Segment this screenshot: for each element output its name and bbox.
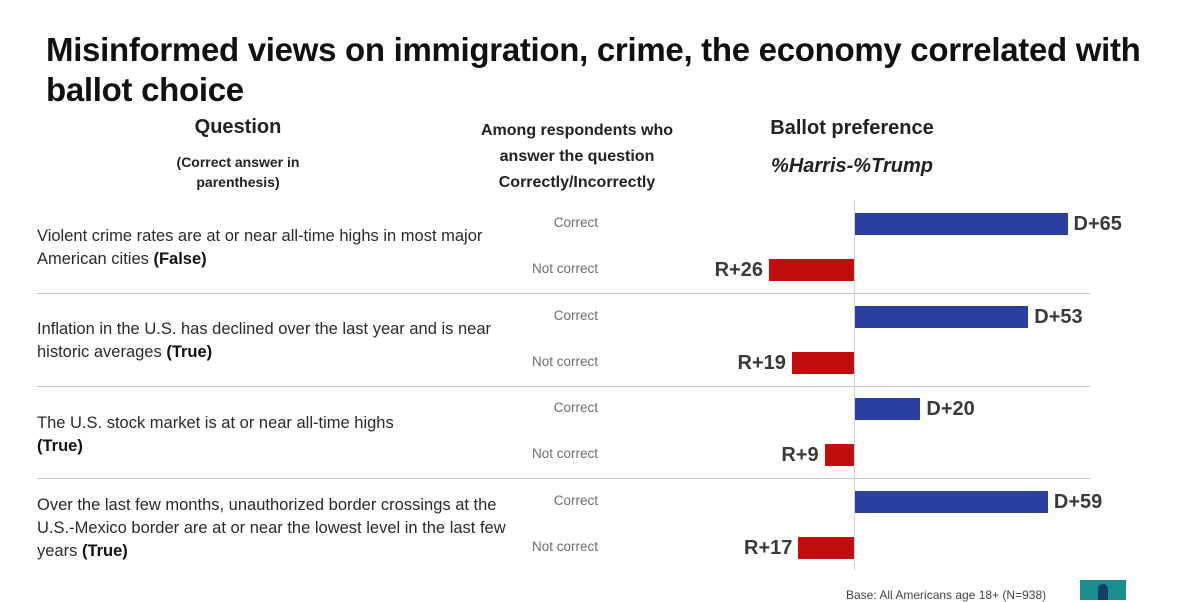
question-subheader-line2: parenthesis) xyxy=(196,174,280,190)
bar-q1-not-correct xyxy=(768,259,854,281)
question-2: Inflation in the U.S. has declined over … xyxy=(37,320,492,361)
chart-title: Misinformed views on immigration, crime,… xyxy=(46,31,1141,108)
answer-2: (True) xyxy=(166,343,213,361)
value-label-q3-not-correct: R+9 xyxy=(781,444,819,466)
respondents-header: Among respondents who answer the questio… xyxy=(460,118,694,196)
value-label-q4-not-correct: R+17 xyxy=(744,537,793,559)
response-label-not-correct: Not correct xyxy=(531,354,598,369)
bar-q1-correct xyxy=(855,213,1068,235)
value-label-q1-not-correct: R+26 xyxy=(714,259,763,281)
response-label-correct: Correct xyxy=(553,493,598,508)
respondents-header-line3: Correctly/Incorrectly xyxy=(498,174,656,191)
question-subheader: (Correct answer in parenthesis) xyxy=(148,152,328,192)
value-label-q4-correct: D+59 xyxy=(1053,491,1103,513)
metric-header: %Harris-%Trump xyxy=(771,155,933,177)
footnote: Base: All Americans age 18+ (N=938) xyxy=(846,588,1047,602)
response-label-correct: Correct xyxy=(553,400,598,415)
row-divider xyxy=(37,293,1090,294)
value-label-q1-correct: D+65 xyxy=(1073,213,1122,235)
value-label-q2-correct: D+53 xyxy=(1034,306,1083,328)
bar-q3-not-correct xyxy=(824,444,854,466)
response-label-not-correct: Not correct xyxy=(531,261,598,276)
brand-logo xyxy=(1080,580,1126,600)
question-3: The U.S. stock market is at or near all-… xyxy=(37,414,394,455)
question-subheader-line1: (Correct answer in xyxy=(176,154,300,170)
ballot-preference-header: Ballot preference xyxy=(770,117,934,139)
response-label-not-correct: Not correct xyxy=(531,446,598,461)
respondents-header-line1: Among respondents who xyxy=(481,122,673,139)
value-label-q3-correct: D+20 xyxy=(926,398,975,420)
row-divider xyxy=(37,386,1090,387)
answer-4: (True) xyxy=(81,542,128,560)
response-label-correct: Correct xyxy=(553,308,598,323)
respondents-header-line2: answer the question xyxy=(499,148,655,165)
bar-q2-not-correct xyxy=(791,352,854,374)
answer-3: (True) xyxy=(37,437,83,455)
row-divider xyxy=(37,478,1090,479)
question-header: Question xyxy=(194,116,282,138)
zero-axis-line xyxy=(854,200,855,570)
bar-q4-correct xyxy=(855,491,1048,513)
answer-1: (False) xyxy=(153,250,207,268)
value-label-q2-not-correct: R+19 xyxy=(737,352,786,374)
question-4: Over the last few months, unauthorized b… xyxy=(37,496,506,560)
response-label-correct: Correct xyxy=(553,215,598,230)
bar-q2-correct xyxy=(855,306,1029,328)
question-1: Violent crime rates are at or near all-t… xyxy=(37,227,483,268)
bar-q3-correct xyxy=(855,398,921,420)
bar-q4-not-correct xyxy=(798,537,854,559)
response-label-not-correct: Not correct xyxy=(531,539,598,554)
